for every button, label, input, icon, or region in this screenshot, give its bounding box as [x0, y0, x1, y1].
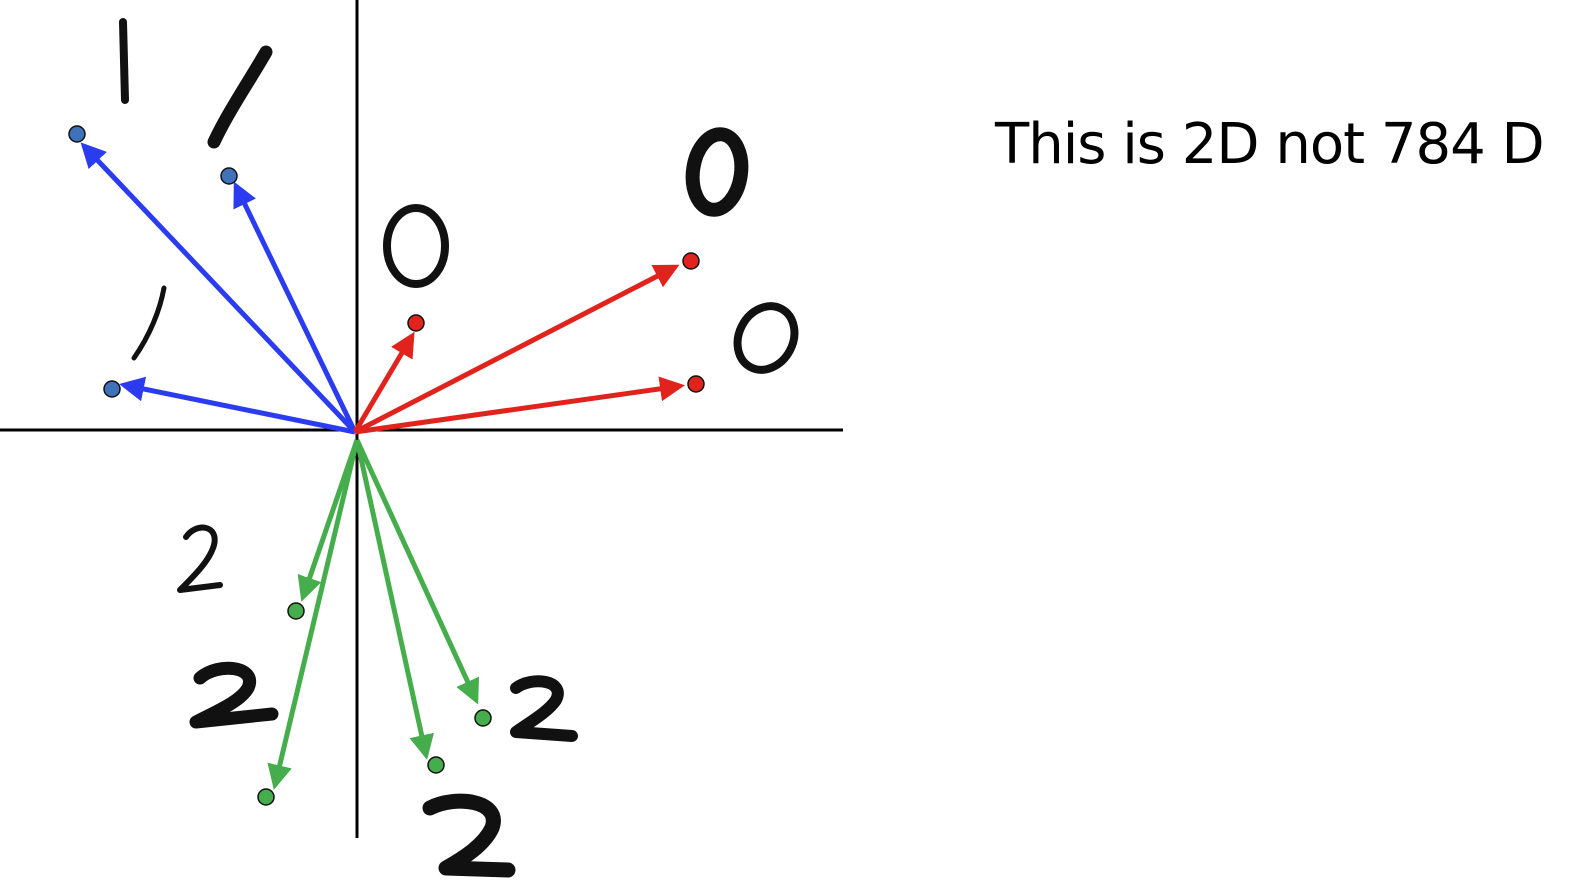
vector-0b [353, 264, 680, 435]
sketch-two-4 [422, 793, 516, 878]
point-0c [687, 375, 705, 393]
point-1b [220, 167, 238, 185]
class-1-vectors [68, 125, 358, 435]
vector-1b [233, 181, 358, 434]
vector-2c [354, 439, 434, 760]
sketch-two-2 [189, 661, 279, 729]
point-0b [682, 252, 700, 270]
point-1a [68, 125, 86, 143]
class-2-vectors [257, 438, 492, 806]
vector-2a [297, 439, 360, 602]
vector-0a [352, 331, 415, 434]
sketch-zero-2 [685, 127, 749, 217]
vector-1a [80, 142, 357, 434]
sketch-zero-3 [733, 302, 799, 374]
class-0-vectors [352, 252, 705, 435]
sketch-one-3 [131, 285, 167, 361]
caption-text: This is 2D not 784 D [995, 112, 1545, 177]
point-2b [257, 788, 275, 806]
sketch-one-1 [119, 18, 129, 104]
vector-0c [354, 376, 685, 435]
vector-1c [119, 376, 356, 435]
point-1c [103, 380, 121, 398]
digit-sketches [119, 18, 799, 878]
point-2a [287, 602, 305, 620]
sketch-zero-1 [383, 204, 449, 288]
point-2c [427, 756, 445, 774]
point-0a [407, 314, 425, 332]
sketch-two-3 [510, 675, 578, 742]
point-2d [474, 709, 492, 727]
vector-2d [354, 438, 480, 705]
sketch-two-1 [177, 524, 223, 593]
sketch-one-2 [207, 45, 273, 149]
vector-2b [267, 439, 360, 790]
